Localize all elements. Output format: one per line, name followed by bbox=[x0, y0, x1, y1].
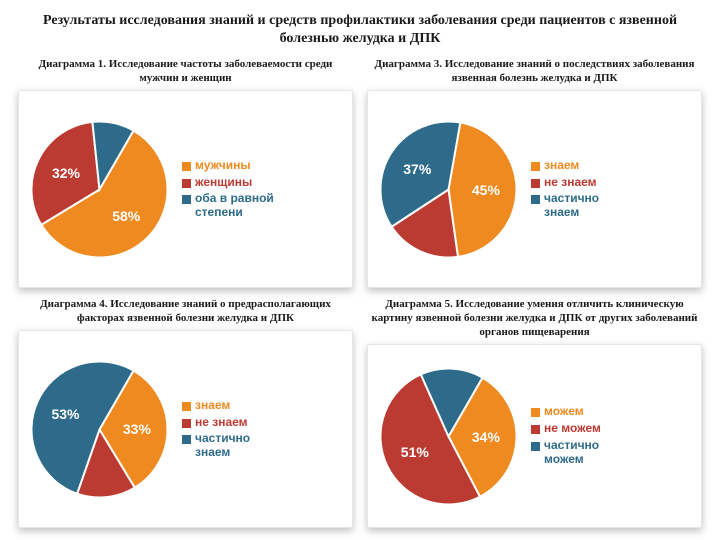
chart-cell: Диаграмма 5. Исследование умения отличит… bbox=[367, 298, 702, 528]
pie-chart bbox=[27, 357, 172, 502]
legend-label: можем bbox=[544, 405, 584, 419]
legend-row: мужчины bbox=[182, 159, 274, 173]
legend: мужчины женщины оба в равной степени bbox=[182, 159, 274, 220]
chart-cell: Диаграмма 3. Исследование знаний о после… bbox=[367, 58, 702, 288]
pie-wrap: 45%37% bbox=[376, 117, 521, 262]
pie-wrap: 33%53% bbox=[27, 357, 172, 502]
legend-swatch bbox=[531, 408, 540, 417]
legend-swatch bbox=[531, 195, 540, 204]
legend-swatch bbox=[182, 195, 191, 204]
chart-grid: Диаграмма 1. Исследование частоты заболе… bbox=[18, 58, 702, 528]
chart-card: 33%53% знаем не знаем частично знаем bbox=[18, 330, 353, 528]
legend-row: частично знаем bbox=[531, 192, 599, 220]
legend-row: не знаем bbox=[531, 176, 599, 190]
chart-cell: Диаграмма 1. Исследование частоты заболе… bbox=[18, 58, 353, 288]
legend-label: знаем bbox=[544, 159, 579, 173]
legend-swatch bbox=[182, 419, 191, 428]
legend-row: не можем bbox=[531, 422, 601, 436]
chart-card: 34%51% можем не можем частично можем bbox=[367, 344, 702, 529]
page: Результаты исследования знаний и средств… bbox=[0, 0, 720, 540]
legend-row: не знаем bbox=[182, 416, 250, 430]
page-title: Результаты исследования знаний и средств… bbox=[18, 12, 702, 48]
legend-swatch bbox=[531, 179, 540, 188]
legend: можем не можем частично можем bbox=[531, 405, 601, 466]
legend-row: можем bbox=[531, 405, 601, 419]
legend: знаем не знаем частично знаем bbox=[531, 159, 599, 220]
pie-chart bbox=[376, 364, 521, 509]
chart-subtitle: Диаграмма 3. Исследование знаний о после… bbox=[367, 58, 702, 90]
legend-swatch bbox=[182, 435, 191, 444]
legend-row: знаем bbox=[531, 159, 599, 173]
pie-chart bbox=[27, 117, 172, 262]
chart-card: 58%32% мужчины женщины оба в равной степени bbox=[18, 90, 353, 288]
legend-label: женщины bbox=[195, 176, 252, 190]
chart-subtitle: Диаграмма 4. Исследование знаний о предр… bbox=[18, 298, 353, 330]
legend-row: частично знаем bbox=[182, 432, 250, 460]
pie-wrap: 58%32% bbox=[27, 117, 172, 262]
legend-label: не знаем bbox=[544, 176, 597, 190]
chart-card: 45%37% знаем не знаем частично знаем bbox=[367, 90, 702, 288]
legend-row: оба в равной степени bbox=[182, 192, 274, 220]
legend-swatch bbox=[531, 442, 540, 451]
legend-swatch bbox=[182, 162, 191, 171]
legend-label: не можем bbox=[544, 422, 601, 436]
chart-cell: Диаграмма 4. Исследование знаний о предр… bbox=[18, 298, 353, 528]
legend-swatch bbox=[531, 425, 540, 434]
pie-chart bbox=[376, 117, 521, 262]
legend-label: не знаем bbox=[195, 416, 248, 430]
legend-label: оба в равной степени bbox=[195, 192, 274, 220]
legend-swatch bbox=[182, 402, 191, 411]
legend-label: мужчины bbox=[195, 159, 251, 173]
legend-row: знаем bbox=[182, 399, 250, 413]
legend-row: женщины bbox=[182, 176, 274, 190]
legend-swatch bbox=[531, 162, 540, 171]
legend-row: частично можем bbox=[531, 439, 601, 467]
legend-label: знаем bbox=[195, 399, 230, 413]
legend: знаем не знаем частично знаем bbox=[182, 399, 250, 460]
chart-subtitle: Диаграмма 1. Исследование частоты заболе… bbox=[18, 58, 353, 90]
legend-swatch bbox=[182, 179, 191, 188]
chart-subtitle: Диаграмма 5. Исследование умения отличит… bbox=[367, 298, 702, 343]
legend-label: частично можем bbox=[544, 439, 599, 467]
pie-slice bbox=[449, 122, 517, 256]
legend-label: частично знаем bbox=[544, 192, 599, 220]
pie-wrap: 34%51% bbox=[376, 364, 521, 509]
legend-label: частично знаем bbox=[195, 432, 250, 460]
